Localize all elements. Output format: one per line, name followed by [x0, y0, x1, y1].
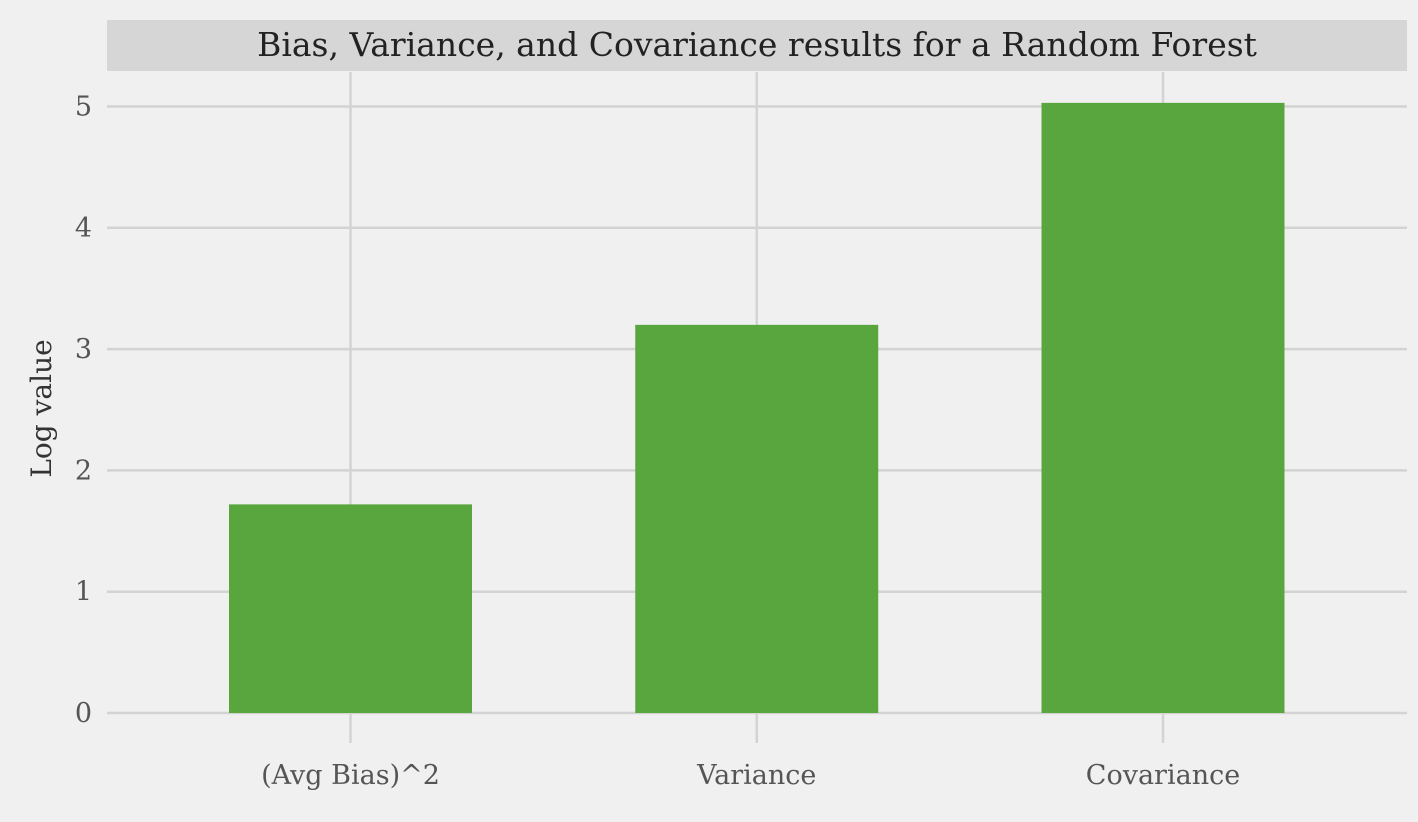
x-tick-labels: (Avg Bias)^2 Variance Covariance — [261, 760, 1240, 791]
y-tick-label: 1 — [75, 577, 92, 608]
x-tick-label: (Avg Bias)^2 — [261, 760, 440, 791]
y-tick-label: 3 — [75, 334, 92, 365]
x-tick-label: Variance — [696, 760, 816, 791]
y-tick-label: 4 — [75, 213, 92, 244]
x-tick-label: Covariance — [1086, 760, 1240, 791]
y-tick-labels: 0 1 2 3 4 5 — [75, 92, 92, 730]
y-tick-label: 5 — [75, 92, 92, 123]
y-axis-label: Log value — [25, 339, 58, 477]
bar-1 — [635, 324, 879, 713]
chart-title: Bias, Variance, and Covariance results f… — [257, 25, 1257, 64]
bars — [229, 102, 1285, 713]
bar-2 — [1041, 102, 1285, 713]
y-tick-label: 0 — [75, 698, 92, 729]
y-tick-label: 2 — [75, 455, 92, 486]
title-background — [107, 20, 1407, 71]
bar-0 — [229, 504, 472, 713]
